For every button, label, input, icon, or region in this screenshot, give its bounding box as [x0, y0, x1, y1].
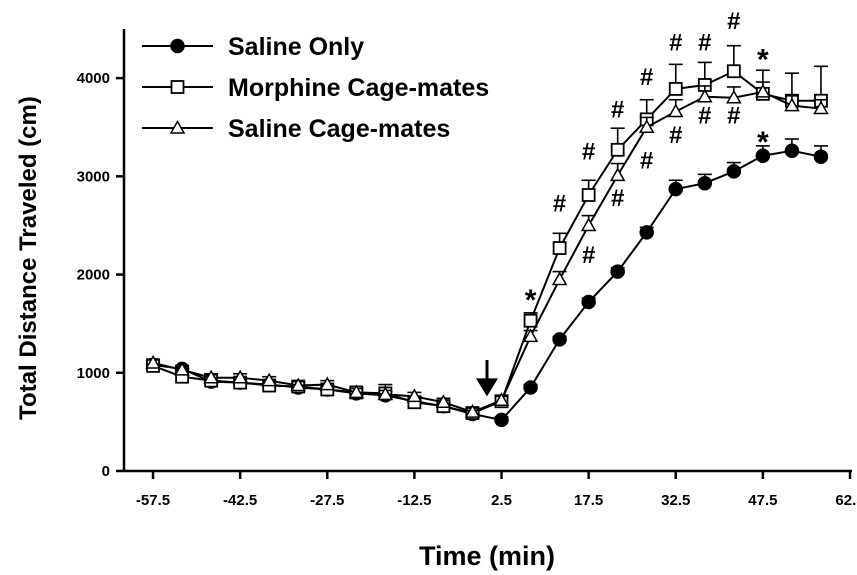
data-point-saline-only — [697, 175, 713, 191]
data-point-saline-cage-mates — [203, 369, 219, 384]
significance-annotations: * # # # # # # # * # # # # # # * — [525, 8, 769, 317]
data-point-saline-cage-mates — [232, 369, 248, 384]
y-axis-title: Total Distance Traveled (cm) — [15, 96, 42, 420]
data-point-saline-cage-mates — [580, 217, 597, 232]
x-tick-label: 62.5 — [835, 492, 857, 509]
x-axis-title: Time (min) — [419, 541, 555, 571]
significance-hash: # — [727, 8, 740, 35]
significance-hash: # — [640, 147, 653, 174]
data-point-morphine-cage-mates — [668, 82, 683, 96]
x-tick-label: 47.5 — [748, 492, 777, 509]
data-point-saline-only — [552, 332, 567, 347]
data-point-saline-cage-mates — [319, 376, 336, 391]
data-point-morphine-cage-mates — [552, 241, 567, 255]
data-point-saline-only — [668, 181, 684, 197]
data-point-saline-cage-mates — [609, 167, 626, 182]
y-tick-label: 3000 — [77, 168, 110, 185]
data-point-saline-cage-mates — [290, 377, 307, 392]
significance-hash: # — [582, 242, 595, 269]
x-tick-label: 17.5 — [574, 492, 603, 509]
significance-hash: # — [698, 30, 711, 57]
data-point-saline-cage-mates — [784, 97, 800, 112]
data-point-saline-cage-mates — [638, 119, 655, 133]
legend: Saline Only Morphine Cage-mates Saline Cag… — [142, 33, 489, 143]
significance-hash: # — [611, 185, 624, 212]
significance-star: * — [757, 126, 769, 159]
y-tick-label: 1000 — [77, 365, 110, 382]
data-point-saline-only — [581, 294, 596, 310]
legend-item-saline-cage-mates: Saline Cage-mates — [142, 115, 450, 143]
data-point-saline-only — [755, 148, 771, 163]
x-tick-label: 32.5 — [661, 492, 690, 509]
data-point-saline-cage-mates — [435, 394, 452, 408]
significance-star: * — [525, 284, 537, 317]
significance-hash: # — [611, 96, 624, 123]
y-tick-label: 2000 — [77, 267, 110, 284]
data-point-morphine-cage-mates — [726, 64, 741, 79]
data-point-saline-cage-mates — [348, 384, 365, 399]
significance-hash: # — [640, 64, 653, 91]
data-point-saline-only — [639, 225, 654, 240]
data-point-saline-cage-mates — [464, 404, 481, 418]
legend-marker — [169, 119, 186, 134]
data-point-morphine-cage-mates — [523, 313, 538, 328]
significance-hash: # — [727, 102, 740, 129]
arrow-head — [476, 378, 498, 397]
x-tick-label: -12.5 — [397, 492, 431, 509]
data-point-saline-cage-mates — [406, 388, 423, 403]
y-axis-title-group: Total Distance Traveled (cm) — [15, 96, 42, 420]
y-tick-label: 4000 — [77, 70, 110, 87]
data-point-saline-only — [813, 149, 829, 164]
x-tick-label: -27.5 — [310, 492, 344, 509]
x-tick-label: -42.5 — [223, 492, 257, 509]
data-point-saline-cage-mates — [755, 83, 771, 98]
legend-marker — [170, 38, 185, 54]
data-point-saline-cage-mates — [493, 392, 510, 407]
event-arrow — [476, 360, 498, 397]
significance-hash: # — [669, 122, 682, 149]
data-point-saline-cage-mates — [174, 361, 190, 376]
significance-hash: # — [582, 139, 595, 166]
significance-star: * — [757, 44, 769, 77]
data-point-morphine-cage-mates — [581, 188, 596, 202]
data-point-saline-cage-mates — [726, 89, 742, 104]
significance-hash: # — [553, 191, 566, 218]
legend-marker — [170, 80, 185, 94]
data-point-saline-only — [494, 412, 509, 428]
legend-item-morphine-cage-mates: Morphine Cage-mates — [142, 74, 489, 102]
data-point-saline-only — [523, 380, 538, 395]
axes: 0 1000 2000 3000 4000 -57.5 -42.5 -27.5 -12.5 2.5… — [77, 29, 857, 509]
legend-label: Saline Cage-mates — [228, 115, 450, 143]
legend-label: Saline Only — [228, 33, 364, 61]
x-tick-label: 2.5 — [491, 492, 512, 509]
series-saline-cage-mates — [145, 81, 829, 418]
legend-item-saline-only: Saline Only — [142, 33, 364, 61]
data-point-saline-cage-mates — [551, 271, 568, 286]
data-point-saline-cage-mates — [697, 88, 713, 103]
significance-hash: # — [669, 30, 682, 57]
data-point-saline-cage-mates — [667, 103, 684, 118]
significance-hash: # — [698, 102, 711, 129]
legend-label: Morphine Cage-mates — [228, 74, 489, 102]
data-point-morphine-cage-mates — [610, 142, 625, 157]
data-point-saline-cage-mates — [813, 100, 829, 115]
data-point-saline-cage-mates — [145, 354, 161, 369]
series-line-saline-cage-mates — [152, 90, 822, 414]
data-point-saline-only — [610, 264, 625, 279]
data-point-saline-only — [726, 164, 742, 179]
data-point-saline-cage-mates — [261, 372, 277, 387]
data-point-saline-cage-mates — [377, 386, 394, 401]
x-tick-label: -57.5 — [136, 492, 170, 509]
y-tick-label: 0 — [102, 463, 110, 480]
data-point-saline-cage-mates — [522, 328, 539, 343]
data-point-saline-only — [784, 143, 800, 159]
